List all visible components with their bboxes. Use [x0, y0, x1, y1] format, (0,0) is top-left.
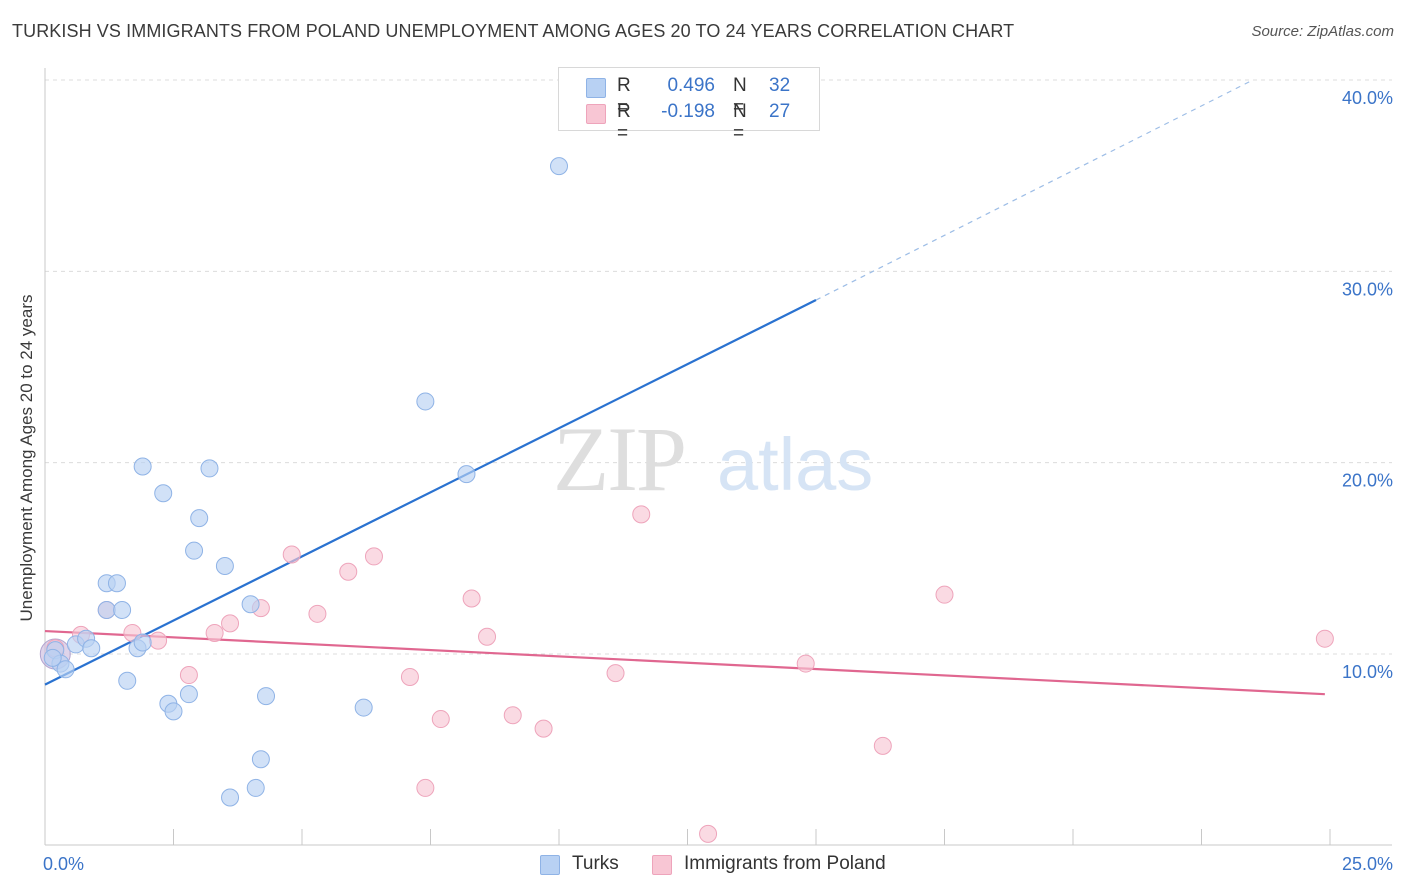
point-poland — [149, 631, 168, 650]
point-turks — [221, 788, 240, 807]
point-poland — [873, 736, 892, 755]
gridlines — [45, 79, 1392, 655]
point-poland — [606, 664, 625, 683]
trend-line-poland — [44, 629, 1325, 696]
point-turks — [246, 778, 265, 797]
point-poland — [364, 547, 383, 566]
watermark-zip: ZIP — [553, 408, 685, 510]
point-poland — [308, 604, 327, 623]
poland-swatch — [652, 855, 672, 875]
data-points — [39, 157, 1334, 843]
r-value: 0.496 — [667, 75, 715, 96]
point-turks — [133, 457, 152, 476]
point-turks — [354, 698, 373, 717]
watermark: ZIP atlas — [553, 408, 873, 510]
point-poland — [400, 667, 419, 686]
n-value: 32 — [769, 75, 791, 96]
y-tick-label: 10.0% — [1342, 662, 1393, 682]
point-turks — [241, 595, 260, 614]
point-turks — [97, 600, 116, 619]
point-turks — [107, 574, 126, 593]
correlation-legend: R = 0.496 N = 32 R = -0.198 N = 27 — [558, 67, 820, 144]
trend-line-turks — [44, 299, 817, 686]
point-poland — [935, 585, 954, 604]
point-poland — [339, 562, 358, 581]
point-turks — [154, 484, 173, 503]
point-turks — [457, 465, 476, 484]
trend-line-turks-extension — [815, 79, 1254, 301]
point-poland — [205, 623, 224, 642]
n-value: 27 — [769, 101, 791, 122]
turks-swatch — [586, 78, 606, 98]
point-poland — [1315, 629, 1334, 648]
n-label: N = — [733, 101, 747, 144]
point-turks — [257, 687, 276, 706]
x-tick-label-max: 25.0% — [1342, 854, 1393, 874]
y-tick-label: 40.0% — [1342, 88, 1393, 108]
poland-swatch — [586, 104, 606, 124]
point-turks — [179, 685, 198, 704]
watermark-atlas: atlas — [717, 423, 873, 506]
x-tick-label-min: 0.0% — [43, 854, 84, 874]
point-turks — [133, 633, 152, 652]
point-poland — [431, 710, 450, 729]
point-poland — [416, 778, 435, 797]
point-poland — [462, 589, 481, 608]
y-tick-label: 30.0% — [1342, 279, 1393, 299]
point-turks — [550, 157, 568, 176]
point-turks — [113, 600, 132, 619]
r-label: R = — [617, 75, 631, 118]
point-poland — [478, 627, 497, 646]
r-label: R = — [617, 101, 631, 144]
point-turks — [215, 556, 234, 575]
point-turks — [56, 660, 75, 679]
axes — [44, 68, 1392, 846]
point-turks — [164, 702, 183, 721]
point-poland — [282, 545, 301, 564]
point-turks — [416, 392, 435, 411]
point-poland — [632, 505, 651, 524]
legend-label-poland: Immigrants from Poland — [684, 853, 886, 874]
chart-title: TURKISH VS IMMIGRANTS FROM POLAND UNEMPL… — [12, 21, 1015, 41]
turks-swatch — [540, 855, 560, 875]
point-poland — [221, 614, 240, 633]
point-turks — [251, 750, 270, 769]
point-poland — [534, 719, 553, 738]
point-turks — [43, 648, 62, 667]
point-poland — [179, 666, 198, 685]
point-turks — [82, 639, 101, 658]
trend-lines — [44, 79, 1325, 696]
y-tick-label: 20.0% — [1342, 471, 1393, 491]
point-turks — [118, 671, 137, 690]
point-turks — [200, 459, 219, 478]
point-turks — [190, 509, 209, 528]
point-poland — [796, 654, 815, 673]
point-poland — [699, 824, 718, 843]
legend-label-turks: Turks — [572, 853, 619, 874]
point-turks — [185, 541, 204, 560]
tick-labels: 10.0% 20.0% 30.0% 40.0% 0.0% 25.0% — [43, 88, 1393, 874]
source-label: Source: ZipAtlas.com — [1251, 23, 1394, 40]
n-label: N = — [733, 75, 747, 118]
r-value: -0.198 — [661, 101, 715, 122]
point-poland — [503, 706, 522, 725]
